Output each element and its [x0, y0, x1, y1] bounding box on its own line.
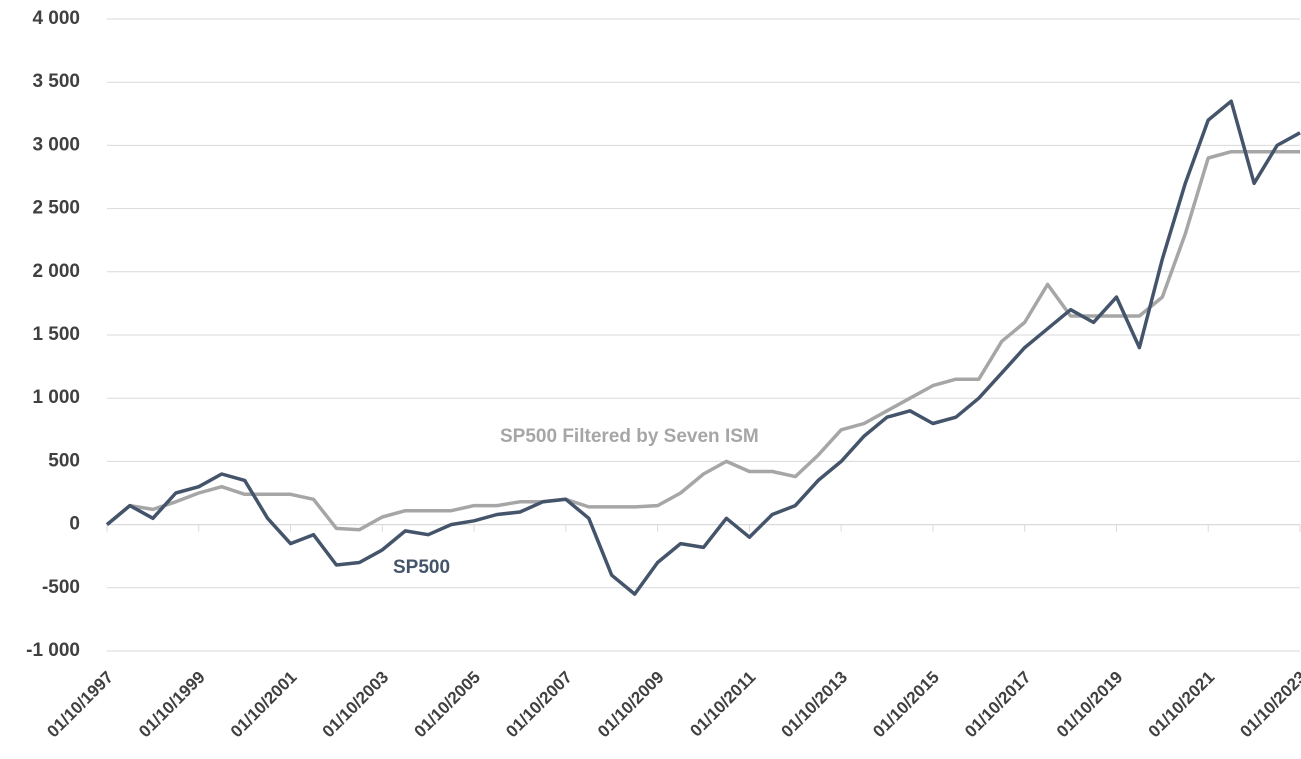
y-tick-label: -500: [42, 577, 80, 598]
y-tick-label: 1 000: [32, 387, 80, 408]
x-tick-label: 01/10/2007: [502, 668, 576, 742]
x-tick-label: 01/10/2015: [869, 668, 943, 742]
y-tick-label: 4 000: [32, 8, 80, 29]
x-tick-label: 01/10/2023: [1236, 668, 1301, 742]
y-tick-label: -1 000: [26, 640, 80, 661]
y-tick-label: 0: [69, 514, 80, 535]
series-line: [105, 99, 1301, 596]
y-tick-label: 1 500: [32, 324, 80, 345]
x-tick-label: 01/10/1999: [135, 668, 209, 742]
series-label: SP500: [393, 557, 450, 578]
x-tick-label: 01/10/2011: [686, 668, 759, 741]
x-tick-label: 01/10/2003: [319, 668, 393, 742]
x-tick-label: 01/10/2005: [410, 668, 484, 742]
x-tick-label: 01/10/2013: [778, 668, 852, 742]
x-tick-label: 01/10/2017: [961, 668, 1035, 742]
x-tick-label: 01/10/1997: [43, 668, 117, 742]
y-tick-label: 2 500: [32, 198, 80, 219]
y-tick-label: 2 000: [32, 261, 80, 282]
x-tick-label: 01/10/2009: [594, 668, 668, 742]
y-tick-label: 3 000: [32, 134, 80, 155]
series-label: SP500 Filtered by Seven ISM: [500, 426, 759, 447]
y-tick-label: 3 500: [32, 71, 80, 92]
x-tick-label: 01/10/2019: [1053, 668, 1127, 742]
x-tick-label: 01/10/2021: [1145, 668, 1219, 742]
y-tick-label: 500: [48, 450, 80, 471]
x-tick-label: 01/10/2001: [227, 668, 301, 742]
